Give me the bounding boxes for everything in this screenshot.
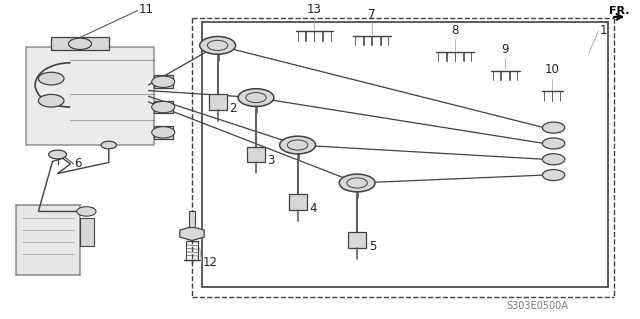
- Text: 7: 7: [369, 8, 376, 21]
- Circle shape: [246, 93, 266, 103]
- Bar: [186, 241, 198, 260]
- Circle shape: [280, 136, 316, 154]
- Text: 12: 12: [203, 256, 218, 269]
- Circle shape: [200, 37, 236, 54]
- Circle shape: [207, 40, 228, 50]
- Bar: [189, 211, 195, 226]
- Bar: [80, 218, 94, 246]
- Text: 5: 5: [369, 240, 376, 253]
- Text: 4: 4: [309, 202, 317, 215]
- Text: 11: 11: [138, 3, 153, 16]
- Bar: [51, 37, 109, 50]
- Circle shape: [38, 72, 64, 85]
- Text: 1: 1: [600, 24, 607, 37]
- Bar: [154, 75, 173, 88]
- Circle shape: [238, 89, 274, 107]
- Text: 8: 8: [452, 24, 459, 37]
- Text: FR.: FR.: [609, 6, 630, 16]
- Text: 2: 2: [229, 102, 237, 115]
- Circle shape: [287, 140, 308, 150]
- Circle shape: [68, 38, 92, 49]
- Text: 13: 13: [307, 3, 322, 16]
- Ellipse shape: [543, 154, 565, 165]
- Bar: [26, 47, 154, 145]
- Text: 6: 6: [74, 157, 82, 170]
- Text: 9: 9: [502, 42, 509, 56]
- Circle shape: [152, 76, 175, 87]
- Circle shape: [77, 207, 96, 216]
- Circle shape: [152, 127, 175, 138]
- Circle shape: [49, 150, 67, 159]
- Bar: [209, 94, 227, 110]
- Ellipse shape: [543, 138, 565, 149]
- Ellipse shape: [543, 169, 565, 181]
- Text: 10: 10: [545, 63, 560, 76]
- Bar: [154, 126, 173, 139]
- Circle shape: [101, 141, 116, 149]
- Text: S303E0500A: S303E0500A: [507, 301, 568, 311]
- Circle shape: [152, 101, 175, 113]
- Bar: [348, 232, 366, 248]
- Bar: [154, 101, 173, 113]
- Circle shape: [347, 178, 367, 188]
- Circle shape: [339, 174, 375, 192]
- Bar: [289, 194, 307, 210]
- Text: 3: 3: [268, 154, 275, 167]
- Bar: [247, 147, 265, 162]
- Circle shape: [38, 94, 64, 107]
- Bar: [16, 205, 80, 275]
- Polygon shape: [180, 226, 204, 241]
- Ellipse shape: [543, 122, 565, 133]
